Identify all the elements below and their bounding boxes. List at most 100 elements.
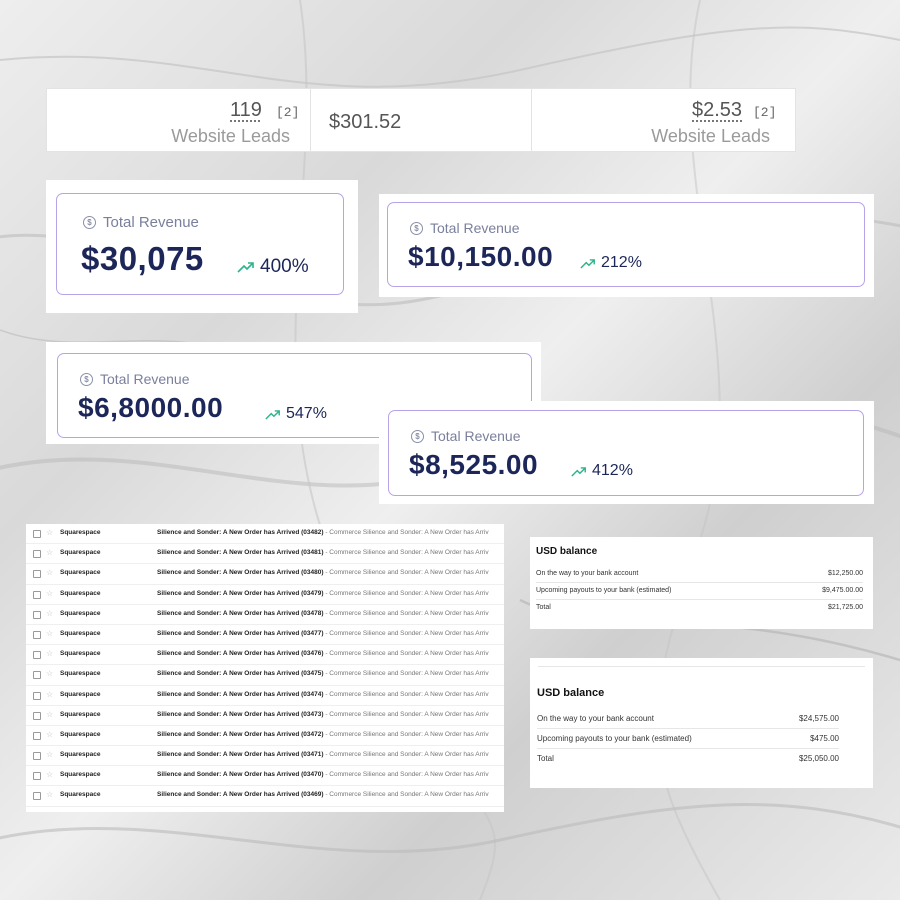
stat-value: $301.52 (329, 111, 402, 133)
select-checkbox[interactable] (33, 731, 41, 740)
usd-row-label: On the way to your bank account (536, 570, 639, 577)
select-checkbox[interactable] (33, 752, 41, 761)
select-checkbox[interactable] (33, 530, 41, 538)
stat-badge: [2] (276, 105, 300, 120)
star-icon[interactable]: ☆ (46, 790, 54, 800)
email-snippet: - Commerce Silience and Sonder: A New Or… (323, 529, 489, 536)
email-sender: Squarespace (60, 629, 101, 637)
star-icon[interactable]: ☆ (46, 729, 54, 739)
revenue-card-title: $ Total Revenue (80, 371, 190, 387)
star-icon[interactable]: ☆ (46, 709, 54, 719)
stat-cell-leads: 119 [2] Website Leads (47, 89, 311, 151)
select-checkbox[interactable] (33, 630, 41, 639)
email-subject-text: Silience and Sonder: A New Order has Arr… (157, 690, 324, 698)
revenue-card-title: $ Total Revenue (411, 428, 521, 444)
email-snippet: - Commerce Silience and Sonder: A New Or… (323, 670, 489, 678)
select-checkbox[interactable] (33, 550, 41, 559)
select-checkbox[interactable] (33, 691, 41, 700)
usd-row-value: $24,575.00 (798, 714, 839, 723)
trending-up-icon (237, 262, 254, 273)
star-icon[interactable]: ☆ (46, 548, 54, 558)
email-subject: Silience and Sonder: A New Order has Arr… (157, 610, 489, 617)
stats-strip: 119 [2] Website Leads $301.52 $2.53 [2] … (46, 88, 796, 152)
email-subject: Silience and Sonder: A New Order has Arr… (157, 630, 489, 637)
email-snippet: - Commerce Silience and Sonder: A New Or… (323, 710, 489, 718)
star-icon[interactable]: ☆ (46, 770, 54, 780)
usd-balance-title: USD balance (537, 687, 605, 699)
email-subject: Silience and Sonder: A New Order has Arr… (157, 771, 489, 778)
email-row[interactable]: ☆ Squarespace Silience and Sonder: A New O… (26, 726, 504, 747)
select-checkbox[interactable] (33, 651, 41, 660)
star-icon[interactable]: ☆ (46, 649, 54, 659)
star-icon[interactable]: ☆ (46, 811, 53, 812)
trending-up-icon (265, 409, 280, 419)
stat-badge: [2] (753, 105, 777, 120)
star-icon[interactable]: ☆ (46, 669, 54, 679)
usd-balance-row: Upcoming payouts to your bank (estimated… (536, 582, 863, 600)
email-subject-text: Silience and Sonder: A New Order has Arr… (157, 670, 324, 678)
email-subject: Silience and Sonder: A New Order has Arr… (157, 529, 489, 536)
usd-row-value: $9,475.00.00 (822, 587, 863, 594)
select-checkbox[interactable] (33, 671, 41, 680)
revenue-change-value: 212% (601, 254, 642, 271)
revenue-change: 412% (571, 462, 633, 480)
star-icon[interactable]: ☆ (46, 568, 54, 578)
select-checkbox[interactable] (33, 590, 41, 599)
star-icon[interactable]: ☆ (46, 528, 54, 537)
email-subject: Silience and Sonder: A New Order has Arr… (157, 549, 489, 556)
email-sender: Squarespace (60, 529, 101, 536)
email-sender: Squarespace (60, 730, 101, 738)
email-subject: Silience and Sonder: A New Order has Arr… (157, 691, 489, 698)
select-checkbox[interactable] (33, 570, 41, 579)
email-subject: Silience and Sonder: A New Order has Arr… (157, 731, 489, 738)
stat-cell-cost: $301.52 (311, 89, 532, 151)
select-checkbox[interactable] (33, 711, 41, 720)
star-icon[interactable]: ☆ (46, 608, 54, 618)
email-snippet: - Commerce Silience and Sonder: A New Or… (323, 589, 489, 597)
star-icon[interactable]: ☆ (46, 750, 54, 760)
email-subject: Silience and Sonder: A New Order has Arr… (157, 791, 489, 798)
email-subject-text: Silience and Sonder: A New Order has Arr… (157, 771, 324, 779)
revenue-card-3: $ Total Revenue $6,8000.00 547% (57, 353, 532, 438)
star-icon[interactable]: ☆ (46, 689, 54, 699)
revenue-change-value: 547% (286, 405, 327, 422)
select-checkbox[interactable] (33, 610, 41, 619)
stat-value[interactable]: 119 (230, 99, 262, 121)
email-subject-text: Silience and Sonder: A New Order has Arr… (157, 629, 324, 637)
revenue-card-title: $ Total Revenue (410, 220, 520, 236)
star-icon[interactable]: ☆ (46, 588, 54, 598)
trending-up-icon (571, 466, 586, 476)
select-checkbox[interactable] (33, 772, 41, 781)
select-checkbox[interactable] (33, 792, 41, 801)
email-subject-text: Silience and Sonder: A New Order has Arr… (157, 751, 324, 759)
email-row[interactable]: ☆ Squarespace Silience and Sonder: A New O… (26, 625, 504, 646)
email-subject-text: Silience and Sonder: A New Order has Arr… (157, 549, 324, 557)
revenue-title-text: Total Revenue (100, 371, 190, 387)
usd-balance-row: On the way to your bank account $12,250.… (536, 565, 863, 583)
revenue-change: 547% (265, 405, 327, 423)
stat-value[interactable]: $2.53 (692, 99, 743, 121)
usd-row-value: $25,050.00 (798, 754, 839, 763)
revenue-card-2: $ Total Revenue $10,150.00 212% (387, 202, 865, 287)
email-row[interactable]: ☆ Squarespace Silience and Sonder: A New O… (26, 524, 504, 545)
panel-divider (538, 658, 865, 667)
email-subject: Silience and Sonder: A New Order has Arr… (157, 711, 489, 718)
email-subject-text: Silience and Sonder: A New Order has Arr… (157, 589, 324, 597)
email-snippet: - Commerce Silience and Sonder: A New Or… (323, 609, 489, 617)
star-icon[interactable]: ☆ (46, 628, 54, 638)
revenue-change-value: 412% (592, 462, 633, 479)
email-subject-text: Silience and Sonder: A New Order has Arr… (157, 569, 324, 577)
usd-balance-total-row: Total $21,725.00 (536, 599, 863, 616)
